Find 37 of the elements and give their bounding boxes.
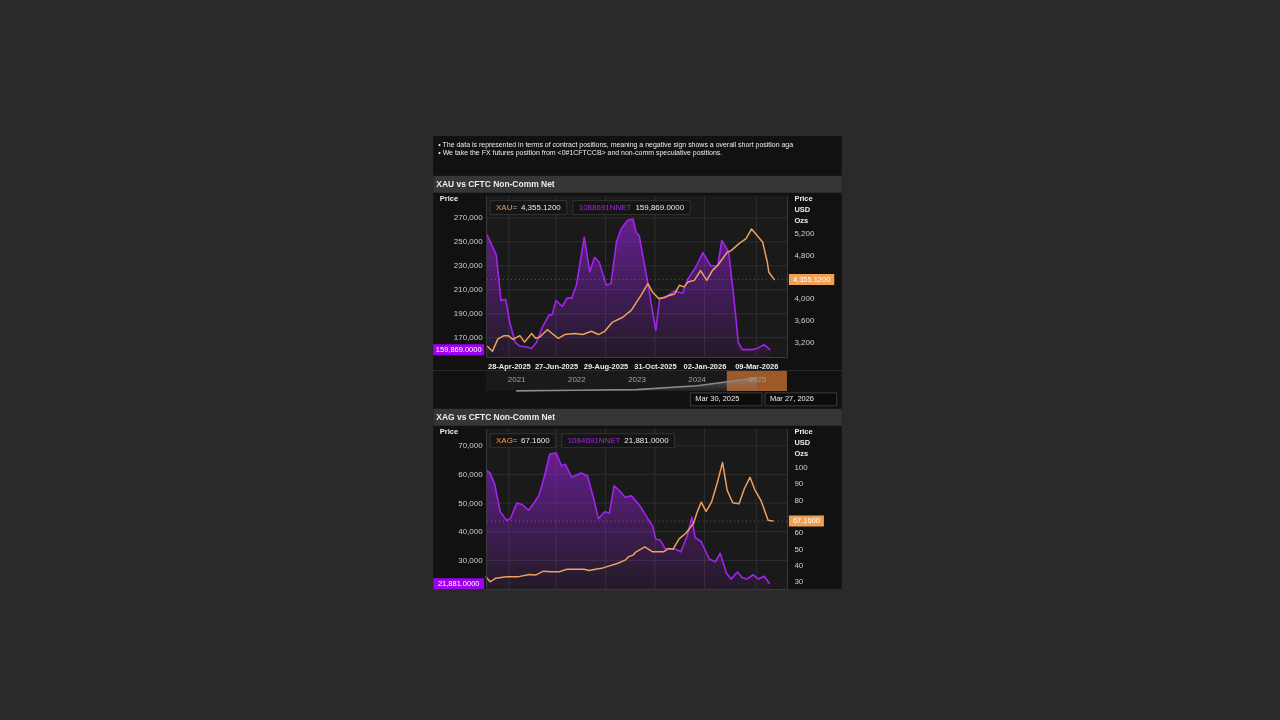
y2-tick-label: 80 (794, 495, 804, 505)
y-tick-label: 30,000 (458, 555, 484, 565)
x-tick-label: 2022 (568, 375, 587, 385)
y-tick-label: 40,000 (458, 527, 484, 537)
y2-tick-label: 100 (794, 462, 809, 472)
y-tick-label: 60,000 (458, 469, 484, 479)
y-tick-label: 250,000 (453, 237, 484, 247)
annotation: 159,869.0000 (635, 202, 685, 212)
x-tick-label: 2023 (628, 375, 647, 385)
text: XAU= (496, 202, 518, 212)
annotation: 4,355.1200 (520, 202, 562, 212)
y-tick-label: 210,000 (453, 285, 484, 295)
chart-title: XAU vs CFTC Non-Comm Net (436, 179, 555, 190)
y-tick-label: 270,000 (453, 213, 484, 223)
series-label: 1084691NNET (567, 435, 621, 445)
y2-tick-label: 50 (794, 544, 804, 554)
y-tick-label: 50,000 (458, 498, 484, 508)
y-tick-label: 190,000 (453, 309, 484, 319)
annotation: 67.1600 (520, 435, 551, 445)
y2-tick-label: 40 (794, 560, 804, 570)
y2-tick-label: 60 (794, 528, 804, 538)
annotation: 21,881.0000 (624, 435, 670, 445)
y-tick-label: 230,000 (453, 261, 484, 271)
y2-tick-label: 5,200 (794, 229, 815, 239)
chart-title: XAG vs CFTC Non-Comm Net (436, 412, 556, 423)
text: XAG= (496, 435, 518, 445)
x-tick-label: 2021 (507, 375, 527, 385)
y2-tick-label: 3,600 (794, 315, 815, 325)
x-tick-label: 2024 (688, 375, 707, 385)
y2-tick-label: 3,200 (794, 337, 815, 347)
y2-tick-label: 4,800 (794, 250, 815, 260)
y2-tick-label: 4,000 (794, 294, 815, 304)
y-tick-label: 70,000 (458, 441, 484, 451)
y-tick-label: 170,000 (453, 333, 484, 343)
y2-tick-label: 30 (794, 577, 804, 587)
series-label: 1088691NNET (578, 202, 632, 212)
y2-tick-label: 90 (794, 479, 804, 489)
